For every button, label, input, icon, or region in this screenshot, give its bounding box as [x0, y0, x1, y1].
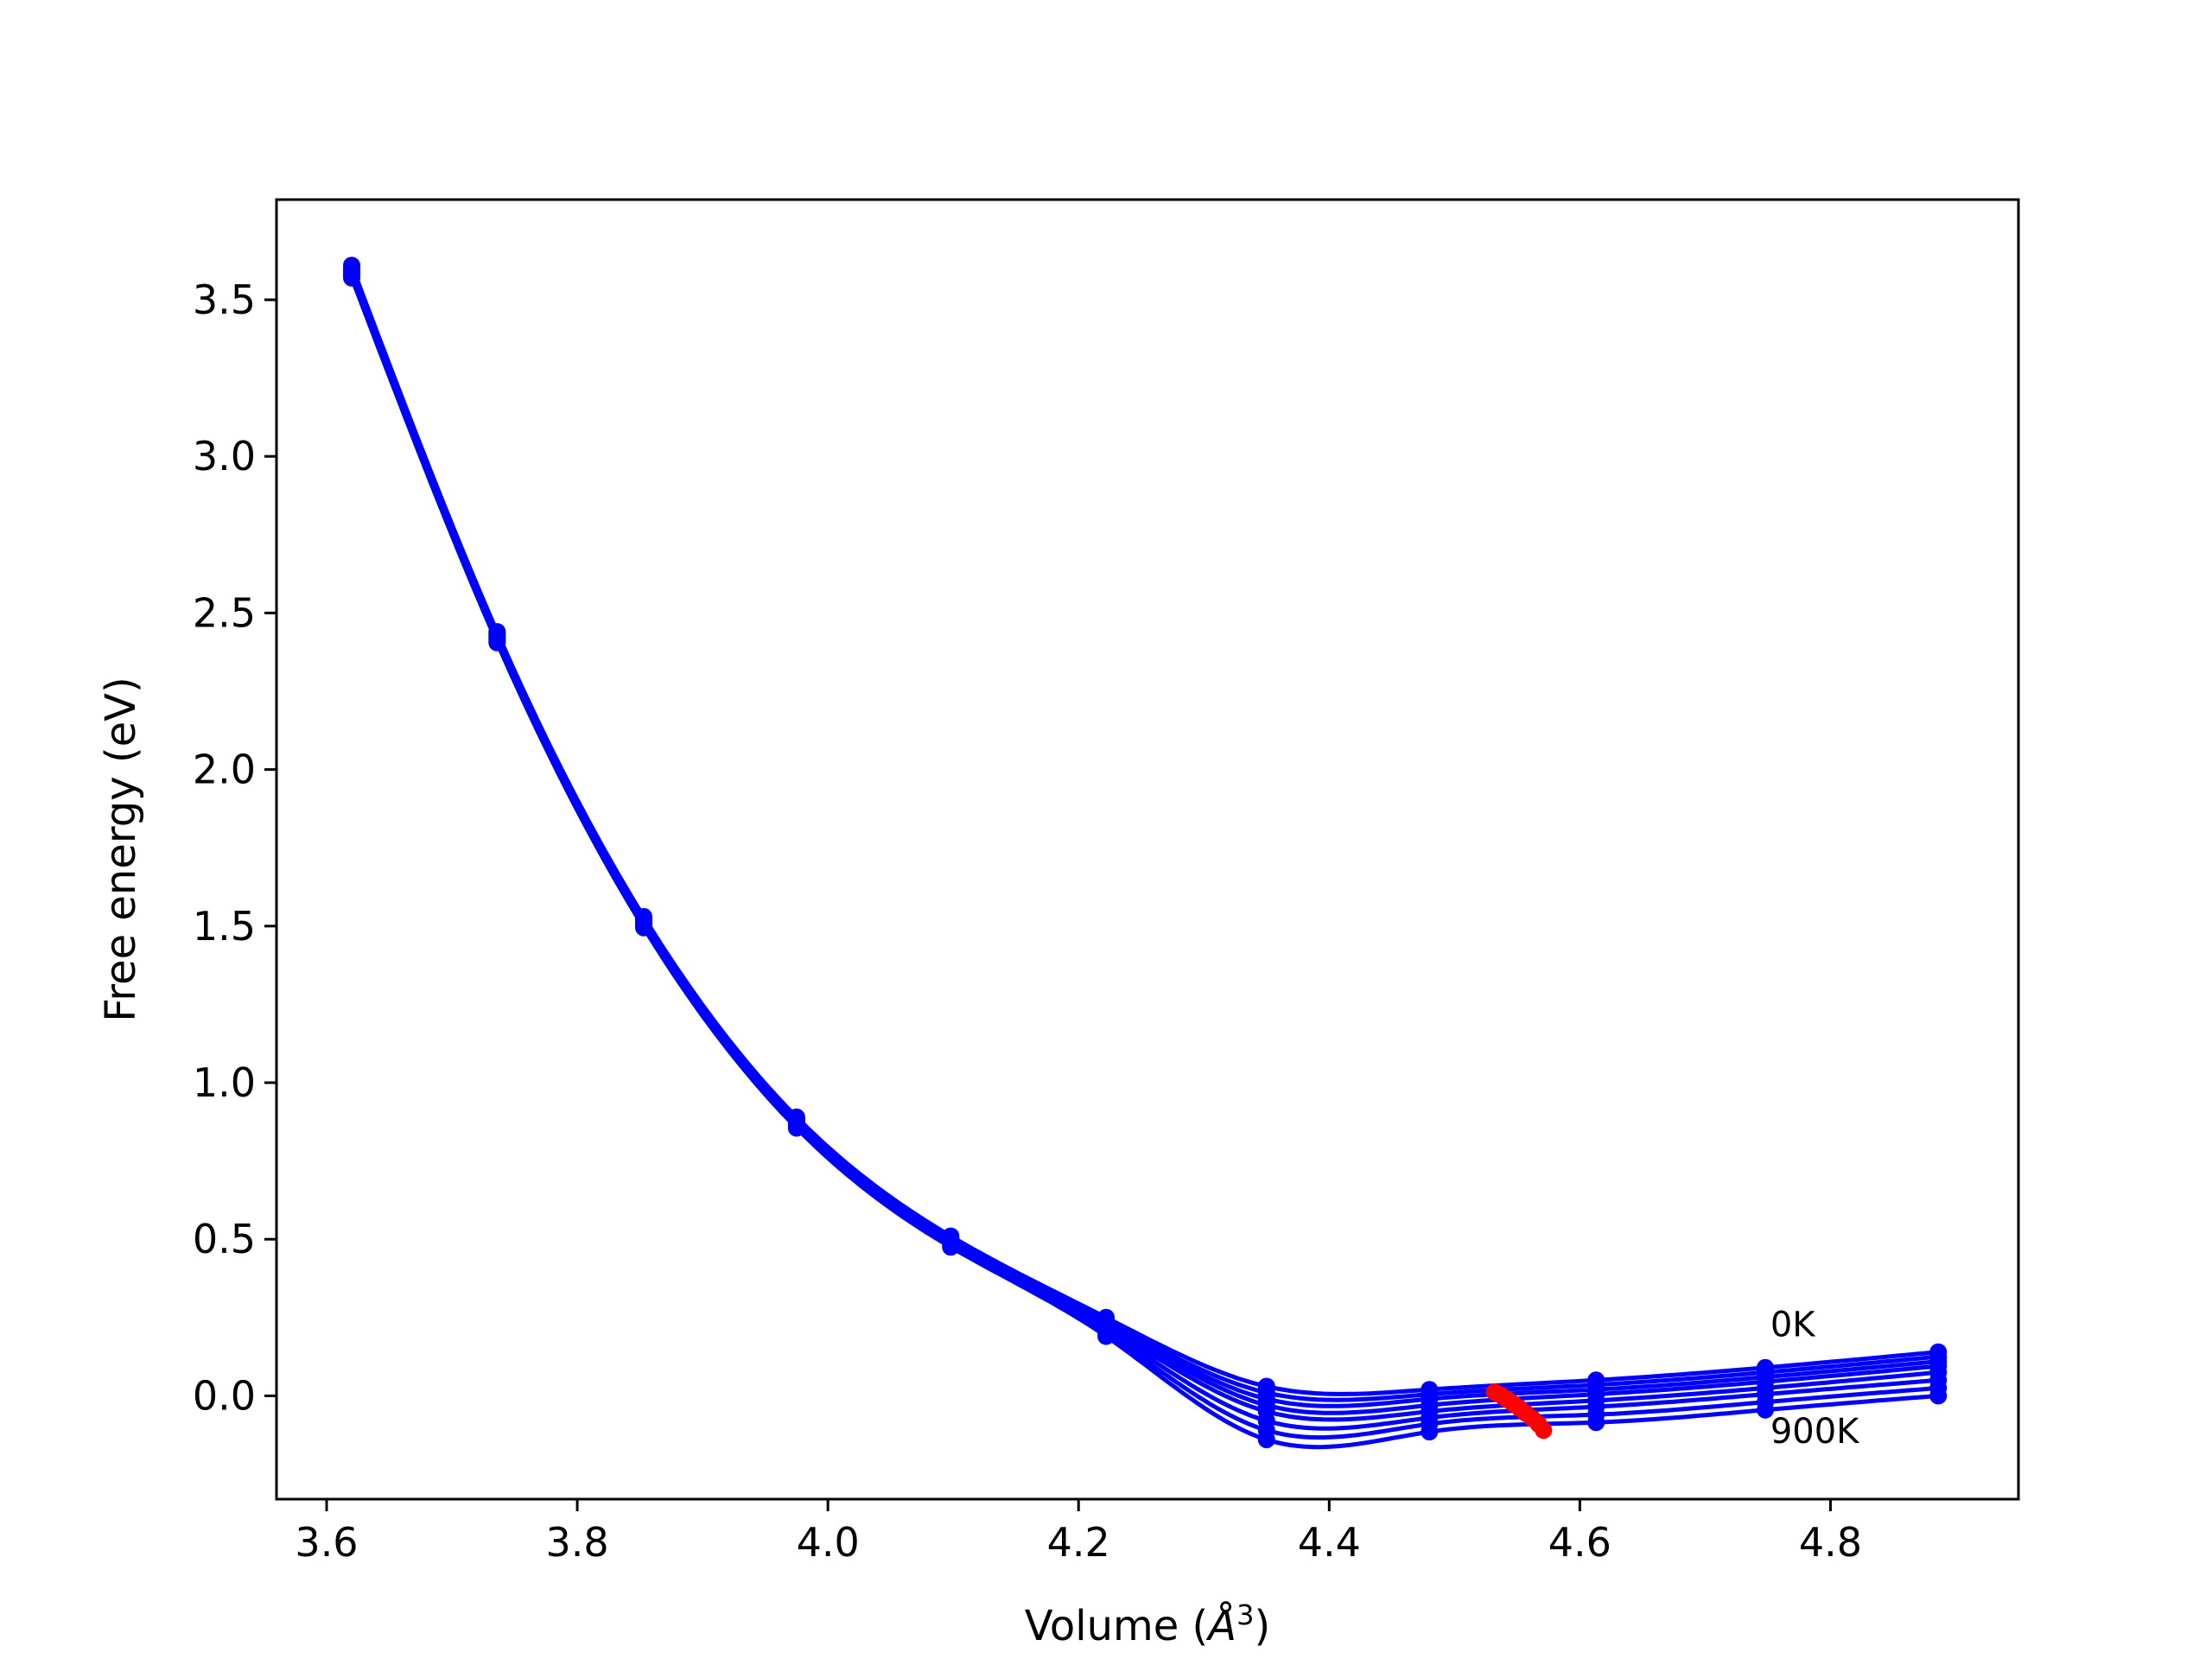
x-tick-label: 4.8	[1799, 1519, 1862, 1566]
x-tick-label: 3.8	[546, 1519, 609, 1566]
data-point	[343, 269, 360, 287]
data-point	[1757, 1401, 1774, 1419]
y-tick-label: 0.5	[193, 1216, 256, 1262]
x-axis-label-text: Volume (	[1025, 1602, 1209, 1650]
x-tick-label: 4.2	[1047, 1519, 1110, 1566]
x-axis-label-exponent: 3	[1236, 1599, 1254, 1631]
minimum-point	[1535, 1421, 1553, 1440]
y-axis-label: Free energy (eV)	[97, 677, 145, 1021]
data-point	[1421, 1423, 1439, 1441]
series-line	[349, 276, 1939, 1450]
plot-frame	[275, 198, 2020, 1501]
data-point	[488, 633, 506, 652]
x-axis-label-close: )	[1254, 1602, 1270, 1650]
annotation-layer: 0K 900K	[1770, 1306, 1860, 1452]
x-tick-label: 4.6	[1548, 1519, 1611, 1566]
x-axis: 3.6 3.8 4.0 4.2 4.4 4.6 4.8	[295, 1499, 1862, 1566]
y-tick-label: 3.0	[193, 433, 256, 480]
minimum-path-layer	[1485, 1383, 1553, 1440]
x-axis-label: Volume (Å3)	[1025, 1599, 1270, 1650]
data-point	[1929, 1387, 1948, 1405]
y-tick-label: 3.5	[193, 276, 256, 323]
data-point	[1257, 1431, 1275, 1449]
x-tick-label: 4.4	[1298, 1519, 1361, 1566]
y-tick-label: 2.5	[193, 589, 256, 636]
x-axis-label-unit: Å	[1205, 1601, 1236, 1650]
data-point	[635, 918, 652, 937]
data-point	[787, 1119, 805, 1137]
temperature-annotation: 0K	[1770, 1306, 1816, 1345]
y-tick-label: 0.0	[193, 1372, 256, 1419]
data-point	[1587, 1414, 1605, 1432]
series-layer	[349, 264, 1939, 1450]
y-tick-label: 2.0	[193, 747, 256, 793]
data-point	[942, 1238, 960, 1256]
y-tick-label: 1.5	[193, 903, 256, 950]
y-tick-label: 1.0	[193, 1059, 256, 1106]
x-tick-label: 4.0	[797, 1519, 860, 1566]
point-layer	[343, 257, 1948, 1449]
y-axis: 0.0 0.5 1.0 1.5 2.0 2.5 3.0 3.5	[193, 276, 276, 1419]
x-tick-label: 3.6	[295, 1519, 358, 1566]
data-point	[1097, 1327, 1116, 1345]
temperature-annotation: 900K	[1770, 1412, 1860, 1452]
